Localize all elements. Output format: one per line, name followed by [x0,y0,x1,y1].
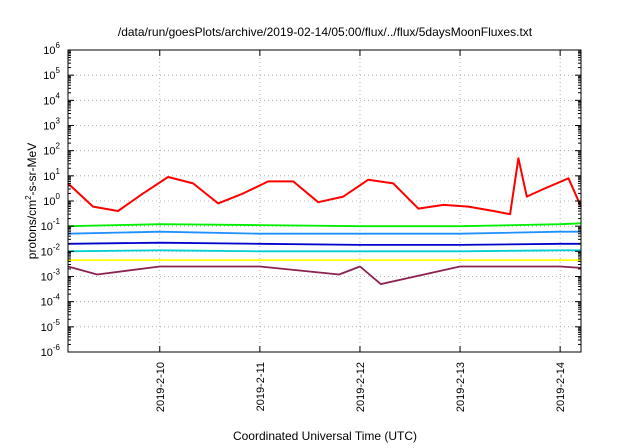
y-tick-exponent: 1 [56,167,61,176]
y-tick-exponent: 2 [56,142,61,151]
y-tick-label: 100 [43,192,60,208]
y-tick-label: 10-1 [41,217,61,233]
y-tick-base: 10 [41,246,53,258]
series-line-2 [67,222,582,228]
y-tick-label: 10-5 [41,318,61,334]
y-tick-base: 10 [43,171,55,183]
y-tick-base: 10 [43,45,55,57]
y-tick-label: 10-6 [41,343,61,359]
y-tick-base: 10 [43,95,55,107]
y-tick-exponent: -4 [53,293,61,302]
y-tick-base: 10 [43,70,55,82]
y-tick-exponent: -5 [53,318,61,327]
y-tick-exponent: 0 [56,192,61,201]
y-tick-exponent: -1 [53,217,61,226]
y-tick-label: 102 [43,142,60,158]
y-tick-base: 10 [41,272,53,284]
x-tick-label: 2019-2-13 [455,362,467,412]
y-tick-base: 10 [41,297,53,309]
y-tick-base: 10 [43,196,55,208]
y-tick-label: 10-2 [41,242,61,258]
y-axis: 10-610-510-410-310-210-11001011021031041… [41,41,581,359]
y-tick-label: 10-3 [41,268,61,284]
y-tick-base: 10 [41,322,53,334]
y-tick-base: 10 [43,146,55,158]
series-line-5 [67,249,581,253]
x-tick-label: 2019-2-11 [255,362,267,411]
y-axis-label-superscript: 2 [24,195,33,200]
y-tick-exponent: -3 [53,268,61,277]
x-axis-label: Coordinated Universal Time (UTC) [233,429,417,443]
y-tick-label: 10-4 [41,293,61,309]
y-tick-label: 105 [43,66,60,82]
y-tick-exponent: -6 [53,343,61,352]
y-tick-exponent: 6 [56,41,61,50]
y-tick-exponent: -2 [53,242,61,251]
y-tick-exponent: 4 [56,91,61,100]
series-line-4 [67,241,581,246]
y-axis-label-part-2: -s-sr-MeV [25,143,39,196]
x-tick-label: 2019-2-10 [155,362,167,412]
y-tick-exponent: 3 [56,117,61,126]
y-tick-exponent: 5 [56,66,61,75]
y-tick-label: 106 [43,41,60,57]
y-tick-base: 10 [41,221,53,233]
series-layer [67,157,582,286]
series-line-3 [67,230,581,235]
y-tick-base: 10 [41,347,53,359]
y-axis-label: protons/cm2-s-sr-MeV [24,143,39,259]
y-axis-label-part-1: protons/cm [25,200,39,259]
y-tick-label: 101 [43,167,60,183]
x-axis: 2019-2-10 2019-2-11 2019-2-12 2019-2-13 2019… [155,50,567,412]
y-tick-base: 10 [43,121,55,133]
chart-title: /data/run/goesPlots/archive/2019-02-14/0… [118,25,533,39]
x-tick-label: 2019-2-12 [355,362,367,412]
x-tick-label: 2019-2-14 [555,362,567,412]
y-tick-label: 103 [43,117,60,133]
y-tick-label: 104 [43,91,60,107]
series-line-7 [67,265,582,286]
series-line-1 [67,157,582,216]
